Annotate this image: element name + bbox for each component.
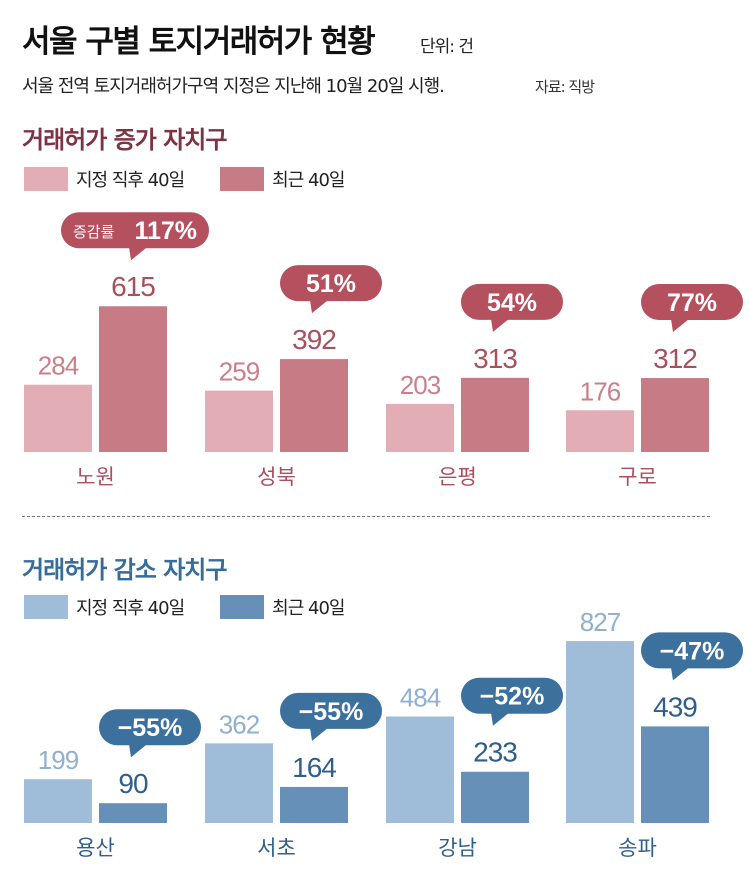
change-label: −55%: [118, 714, 183, 742]
bubble-tail: [491, 318, 509, 332]
change-bubble: [461, 677, 563, 714]
change-label: −55%: [299, 698, 364, 726]
change-bubble: [61, 212, 209, 249]
bar-initial: [205, 390, 273, 452]
bubble-tail: [310, 727, 328, 741]
bar-initial: [566, 410, 634, 452]
change-label: 117%: [134, 217, 197, 245]
value-label-initial: 199: [38, 745, 79, 775]
legend-item-initial: 지정 직후 40일: [24, 594, 185, 620]
decrease-heading: 거래허가 감소 자치구: [22, 556, 227, 584]
value-label-initial: 484: [400, 683, 441, 713]
value-label-initial: 362: [219, 709, 260, 739]
category-label: 용산: [76, 836, 115, 860]
increase-legend: 지정 직후 40일 최근 40일: [24, 166, 380, 192]
value-label-initial: 284: [38, 351, 79, 381]
legend-swatch: [24, 595, 68, 619]
bar-initial: [24, 384, 92, 452]
change-bubble: [641, 284, 743, 321]
bubble-tail: [129, 744, 147, 758]
legend-item-initial: 지정 직후 40일: [24, 166, 185, 192]
category-label: 강남: [438, 836, 477, 860]
value-label-recent: 392: [292, 324, 336, 355]
value-label-recent: 439: [653, 691, 697, 722]
change-bubble: [99, 709, 201, 746]
change-label: 51%: [306, 270, 356, 298]
decrease-legend: 지정 직후 40일 최근 40일: [24, 594, 380, 620]
chart-title: 서울 구별 토지거래허가 현황: [22, 24, 376, 60]
legend-swatch: [220, 167, 265, 191]
bubble-tail: [671, 667, 689, 681]
change-bubble: [280, 265, 382, 302]
bar-recent: [99, 803, 167, 823]
unit-label: 단위: 건: [420, 37, 474, 57]
subtitle: 서울 전역 토지거래허가구역 지정은 지난해 10월 20일 시행.: [22, 76, 445, 97]
section-divider: [22, 516, 710, 517]
legend-item-recent: 최근 40일: [220, 594, 345, 620]
category-label: 송파: [618, 836, 657, 860]
change-prefix: 증감률: [73, 223, 115, 241]
change-bubble: [641, 632, 743, 669]
change-label: 54%: [487, 289, 537, 317]
legend-label: 최근 40일: [272, 598, 345, 619]
bar-recent: [280, 786, 348, 823]
category-label: 은평: [438, 465, 477, 489]
bar-recent: [99, 306, 167, 452]
value-label-recent: 233: [473, 737, 517, 768]
value-label-initial: 259: [219, 357, 260, 387]
legend-label: 최근 40일: [272, 170, 345, 191]
bar-initial: [386, 716, 454, 823]
category-label: 노원: [76, 465, 115, 489]
value-label-initial: 176: [580, 376, 621, 406]
legend-label: 지정 직후 40일: [76, 598, 185, 619]
legend-item-recent: 최근 40일: [220, 166, 345, 192]
change-label: −52%: [480, 683, 545, 711]
legend-swatch: [24, 167, 68, 191]
bar-recent: [461, 377, 529, 452]
change-bubble: [461, 283, 563, 320]
bar-initial: [205, 743, 273, 823]
change-bubble: [280, 692, 382, 729]
increase-heading: 거래허가 증가 자치구: [22, 126, 227, 154]
bar-recent: [280, 359, 348, 452]
bubble-tail: [129, 247, 147, 261]
bubble-tail: [310, 300, 328, 314]
value-label-recent: 313: [473, 343, 517, 374]
legend-swatch: [220, 595, 265, 619]
source-label: 자료: 직방: [535, 78, 595, 96]
value-label-recent: 312: [653, 343, 697, 374]
value-label-recent: 615: [111, 271, 155, 302]
bar-recent: [641, 378, 709, 452]
change-label: −47%: [660, 637, 725, 665]
bar-initial: [566, 641, 634, 823]
value-label-initial: 827: [580, 607, 621, 637]
bar-initial: [386, 403, 454, 452]
bar-initial: [24, 779, 92, 823]
bar-recent: [641, 726, 709, 823]
value-label-recent: 90: [118, 768, 148, 799]
bubble-tail: [491, 712, 509, 726]
value-label-initial: 203: [400, 370, 441, 400]
change-label: 77%: [667, 289, 717, 317]
bar-recent: [461, 771, 529, 823]
category-label: 서초: [257, 836, 296, 860]
legend-label: 지정 직후 40일: [76, 170, 185, 191]
category-label: 성북: [257, 465, 296, 489]
value-label-recent: 164: [292, 752, 336, 783]
category-label: 구로: [618, 465, 657, 489]
bubble-tail: [671, 319, 689, 333]
